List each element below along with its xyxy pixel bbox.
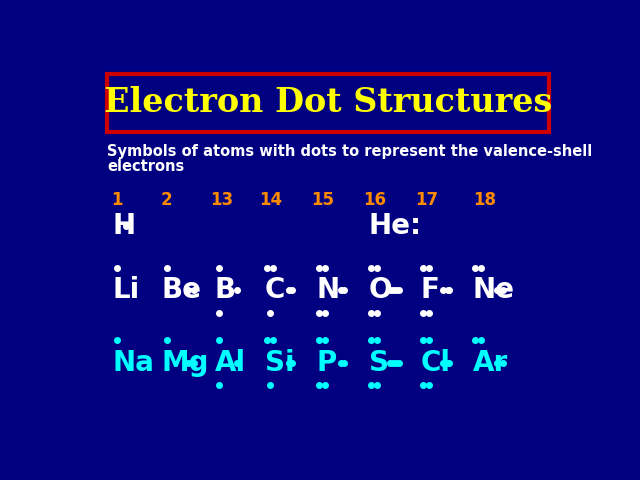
- Text: Ne: Ne: [473, 276, 515, 304]
- Text: Be: Be: [162, 276, 202, 304]
- Text: C: C: [264, 276, 285, 304]
- Text: 16: 16: [364, 191, 387, 209]
- Text: H: H: [112, 212, 136, 240]
- Text: 13: 13: [210, 191, 233, 209]
- Text: Cl: Cl: [420, 348, 451, 376]
- Text: Symbols of atoms with dots to represent the valence-shell: Symbols of atoms with dots to represent …: [108, 144, 593, 159]
- Text: B: B: [215, 276, 236, 304]
- Text: Electron Dot Structures: Electron Dot Structures: [104, 86, 552, 119]
- Text: S: S: [369, 348, 388, 376]
- Text: O: O: [369, 276, 392, 304]
- Text: F: F: [420, 276, 440, 304]
- Text: 2: 2: [161, 191, 173, 209]
- Text: 15: 15: [312, 191, 335, 209]
- Text: Al: Al: [215, 348, 246, 376]
- FancyBboxPatch shape: [108, 74, 548, 132]
- Text: 17: 17: [415, 191, 439, 209]
- Text: Mg: Mg: [162, 348, 209, 376]
- Text: electrons: electrons: [108, 159, 184, 174]
- Text: Ar: Ar: [473, 348, 508, 376]
- Text: Na: Na: [112, 348, 154, 376]
- Text: Li: Li: [112, 276, 140, 304]
- Text: He:: He:: [369, 212, 422, 240]
- Text: P: P: [317, 348, 337, 376]
- Text: Si: Si: [264, 348, 294, 376]
- Text: N: N: [317, 276, 340, 304]
- Text: 1: 1: [111, 191, 123, 209]
- Text: 14: 14: [259, 191, 282, 209]
- Text: 18: 18: [473, 191, 496, 209]
